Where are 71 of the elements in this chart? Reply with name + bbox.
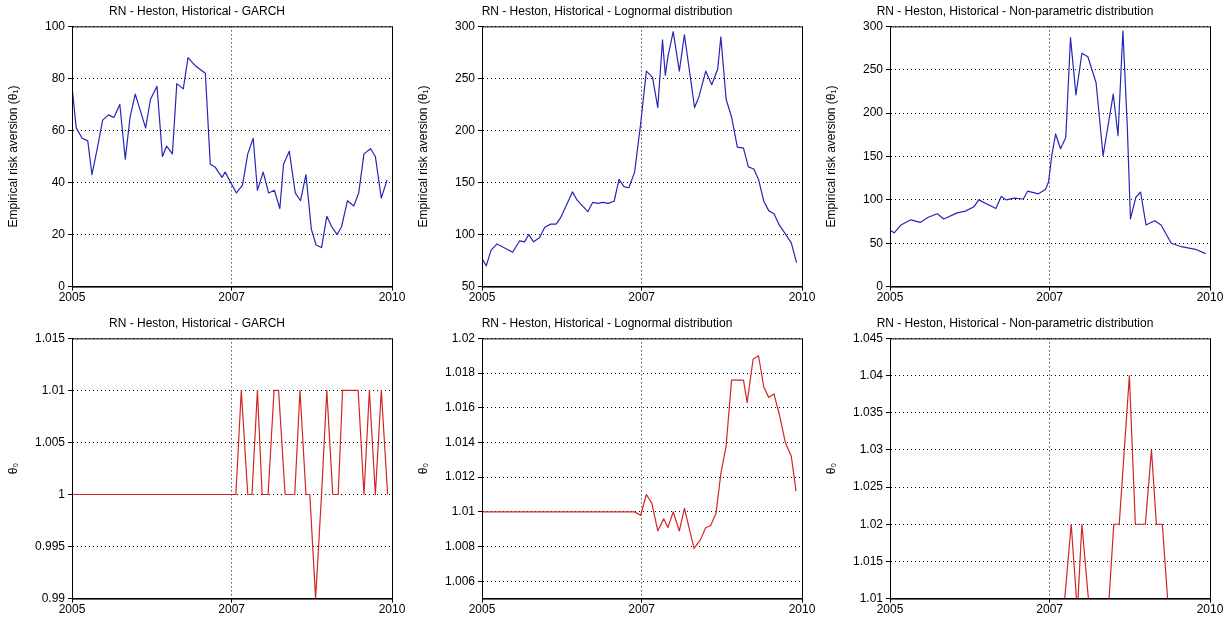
y-tick-label: 0.995 <box>34 538 66 553</box>
y-tick-label: 40 <box>51 174 66 189</box>
y-tick-label: 1 <box>58 486 66 501</box>
y-axis-title: Empirical risk aversion (θ₁) <box>5 85 20 228</box>
y-tick-label: 200 <box>862 105 884 120</box>
y-tick-label: 60 <box>51 122 66 137</box>
y-tick-label: 1.005 <box>34 434 66 449</box>
x-tick-label: 2010 <box>378 290 406 305</box>
y-tick-label: 150 <box>862 148 884 163</box>
x-tick-label: 2010 <box>378 602 406 617</box>
chart-title: RN - Heston, Historical - Lognormal distribution <box>481 3 733 18</box>
y-tick-label: 1.03 <box>859 442 884 457</box>
y-axis-title: θ₀ <box>5 462 20 475</box>
x-tick-label: 2007 <box>1036 602 1064 617</box>
y-tick-label: 1.02 <box>451 330 476 345</box>
y-tick-label: 1.016 <box>444 400 476 415</box>
y-tick-label: 0 <box>58 278 66 293</box>
y-tick-label: 1.035 <box>852 405 884 420</box>
y-tick-label: 1.018 <box>444 365 476 380</box>
x-tick-label: 2007 <box>628 602 656 617</box>
chart-title: RN - Heston, Historical - GARCH <box>108 3 286 18</box>
y-tick-label: 1.04 <box>859 367 884 382</box>
y-tick-label: 50 <box>461 278 476 293</box>
x-tick-label: 2007 <box>218 602 246 617</box>
chart-title: RN - Heston, Historical - Non-parametric distribution <box>876 3 1154 18</box>
x-tick-label: 2005 <box>58 602 86 617</box>
chart-title: RN - Heston, Historical - Non-parametric distribution <box>876 315 1154 330</box>
y-tick-label: 1.01 <box>451 504 476 519</box>
y-tick-label: 1.012 <box>444 469 476 484</box>
y-tick-label: 300 <box>454 18 476 33</box>
y-tick-label: 250 <box>862 62 884 77</box>
y-tick-label: 1.008 <box>444 538 476 553</box>
x-tick-label: 2005 <box>876 290 904 305</box>
y-tick-label: 0 <box>876 278 884 293</box>
y-tick-label: 100 <box>862 192 884 207</box>
x-tick-label: 2010 <box>1196 602 1224 617</box>
y-tick-label: 80 <box>51 70 66 85</box>
y-tick-label: 300 <box>862 18 884 33</box>
y-tick-label: 50 <box>869 235 884 250</box>
y-axis-title: θ₀ <box>415 462 430 475</box>
y-tick-label: 1.006 <box>444 573 476 588</box>
x-tick-label: 2005 <box>876 602 904 617</box>
y-tick-label: 150 <box>454 174 476 189</box>
x-tick-label: 2010 <box>788 602 816 617</box>
y-tick-label: 100 <box>454 226 476 241</box>
x-tick-label: 2010 <box>788 290 816 305</box>
x-tick-label: 2005 <box>58 290 86 305</box>
y-axis-title: Empirical risk aversion (θ₁) <box>823 85 838 228</box>
y-tick-label: 1.025 <box>852 479 884 494</box>
x-tick-label: 2005 <box>468 602 496 617</box>
x-tick-label: 2005 <box>468 290 496 305</box>
y-tick-label: 1.02 <box>859 516 884 531</box>
y-tick-label: 1.01 <box>859 590 884 605</box>
y-axis-title: θ₀ <box>823 462 838 475</box>
y-axis-title: Empirical risk aversion (θ₁) <box>415 85 430 228</box>
y-tick-label: 1.01 <box>41 382 66 397</box>
y-tick-label: 100 <box>44 18 66 33</box>
y-tick-label: 250 <box>454 70 476 85</box>
y-tick-label: 1.045 <box>852 330 884 345</box>
y-tick-label: 1.015 <box>852 553 884 568</box>
chart-title: RN - Heston, Historical - Lognormal distribution <box>481 315 733 330</box>
x-tick-label: 2007 <box>218 290 246 305</box>
x-tick-label: 2007 <box>628 290 656 305</box>
y-tick-label: 20 <box>51 226 66 241</box>
x-tick-label: 2010 <box>1196 290 1224 305</box>
y-tick-label: 200 <box>454 122 476 137</box>
chart-title: RN - Heston, Historical - GARCH <box>108 315 286 330</box>
y-tick-label: 1.014 <box>444 434 476 449</box>
y-tick-label: 0.99 <box>41 590 66 605</box>
y-tick-label: 1.015 <box>34 330 66 345</box>
x-tick-label: 2007 <box>1036 290 1064 305</box>
